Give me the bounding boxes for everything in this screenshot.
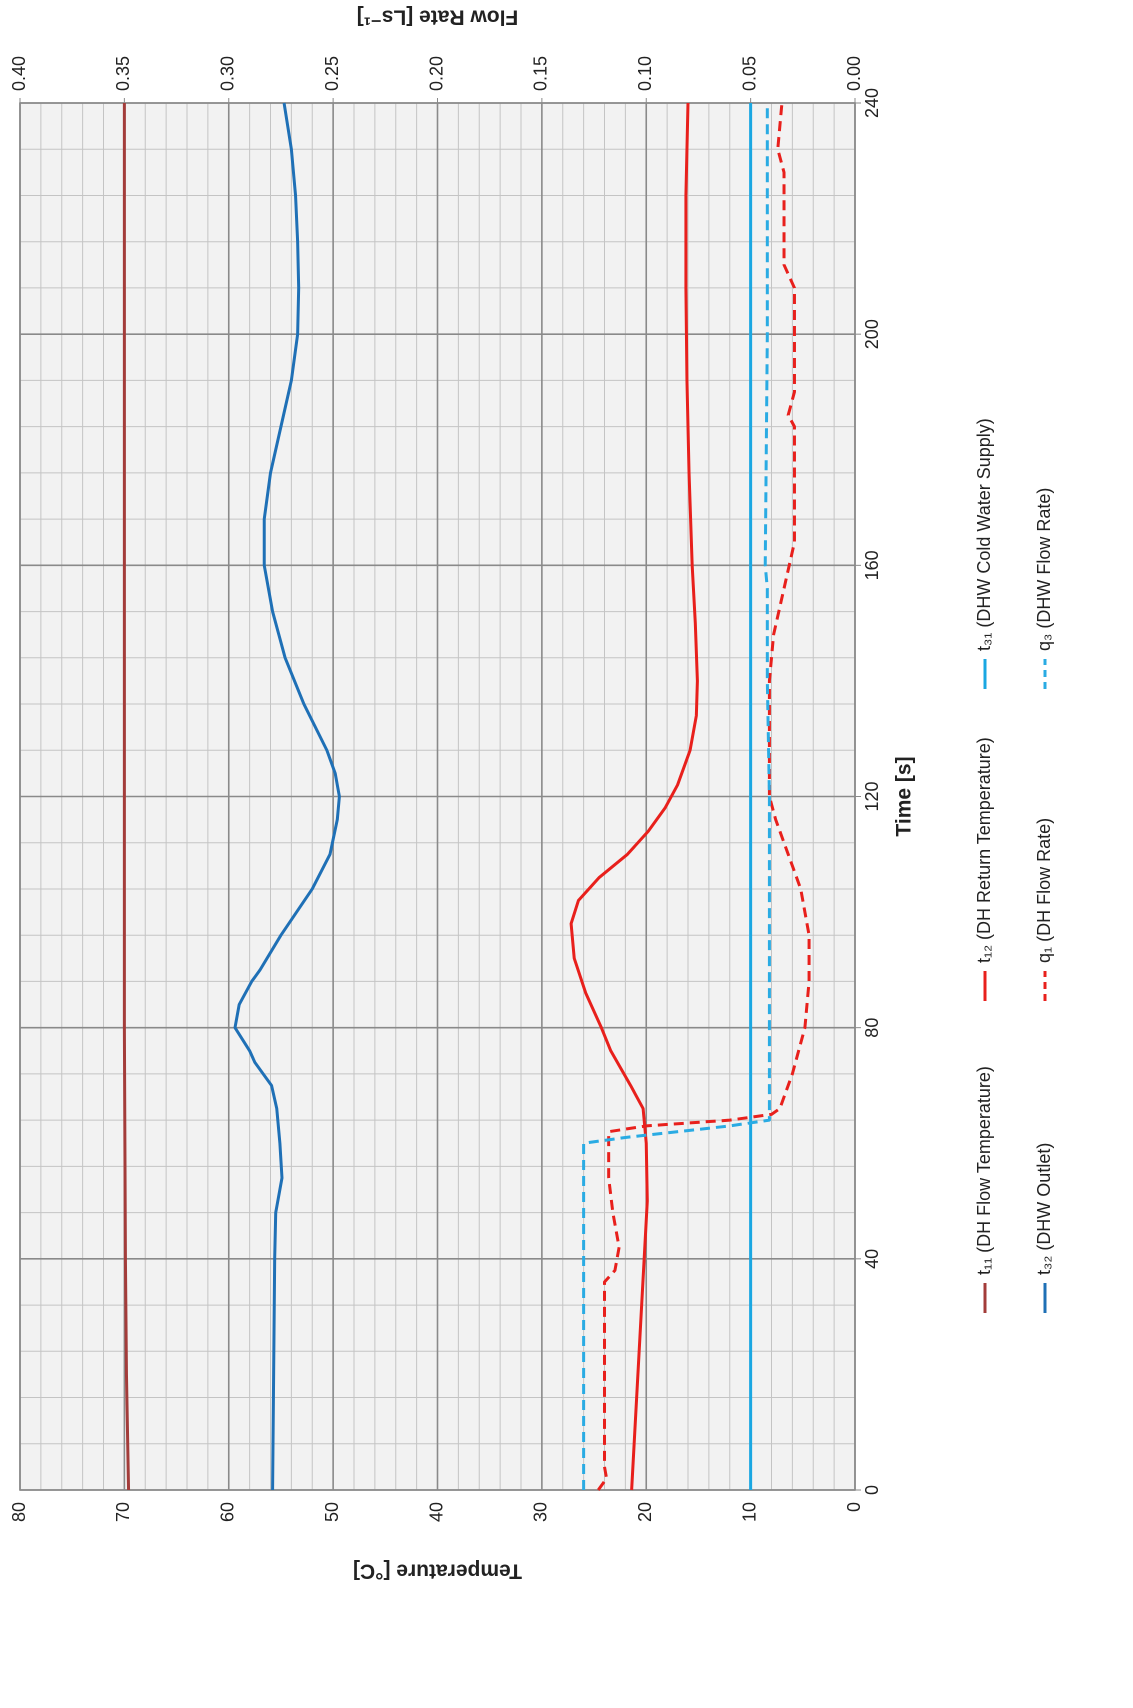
x-tick-label: 200 [862, 319, 882, 349]
y-tick-label: 10 [739, 1502, 759, 1522]
plot-frame [19, 102, 856, 1491]
y-tick-label: 20 [635, 1502, 655, 1522]
legend-label: t₁₂ (DH Return Temperature) [974, 737, 994, 963]
x-axis-title: Time [s] [893, 756, 916, 836]
legend-label: q₁ (DH Flow Rate) [1034, 818, 1054, 963]
x-tick-label: 240 [862, 88, 882, 118]
y2-tick-label: 0.25 [322, 56, 342, 91]
y2-tick-label: 0.00 [844, 56, 864, 91]
y2-axis-title: Flow Rate [Ls⁻¹] [357, 5, 519, 28]
y2-tick-label: 0.35 [113, 56, 133, 91]
y-tick-label: 30 [531, 1502, 551, 1522]
rotated-chart: 0 40 80 120 160 200 240 0 10 20 30 40 50 60 70 80 0.00 0.… [9, 5, 1054, 1582]
y-axis-title: Temperature [°C] [353, 1559, 522, 1582]
y2-tick-label: 0.20 [426, 56, 446, 91]
series-line [582, 103, 771, 1490]
y2-tick-label: 0.15 [531, 56, 551, 91]
x-tick-label: 80 [862, 1018, 882, 1038]
y2-tick-label: 0.30 [218, 56, 238, 91]
y-tick-label: 70 [113, 1502, 133, 1522]
y-tick-label: 40 [426, 1502, 446, 1522]
y-tick-label: 0 [844, 1502, 864, 1512]
y-tick-label: 50 [322, 1502, 342, 1522]
x-tick-label: 0 [862, 1485, 882, 1495]
y-tick-label: 60 [218, 1502, 238, 1522]
x-tick-label: 120 [862, 781, 882, 811]
x-tick-label: 40 [862, 1249, 882, 1269]
series-line [122, 103, 131, 1491]
y2-tick-label: 0.10 [635, 56, 655, 91]
legend-label: t₃₁ (DHW Cold Water Supply) [974, 418, 994, 651]
x-tick-label: 160 [862, 550, 882, 580]
legend-label: t₁₁ (DH Flow Temperature) [974, 1066, 994, 1275]
series-line [597, 102, 811, 1491]
legend-label: t₃₂ (DHW Outlet) [1034, 1143, 1054, 1275]
legend-label: q₃ (DHW Flow Rate) [1034, 488, 1054, 651]
series-line [233, 102, 341, 1491]
y-tick-label: 80 [9, 1502, 29, 1522]
y2-tick-label: 0.40 [9, 56, 29, 91]
y2-tick-label: 0.05 [739, 56, 759, 91]
